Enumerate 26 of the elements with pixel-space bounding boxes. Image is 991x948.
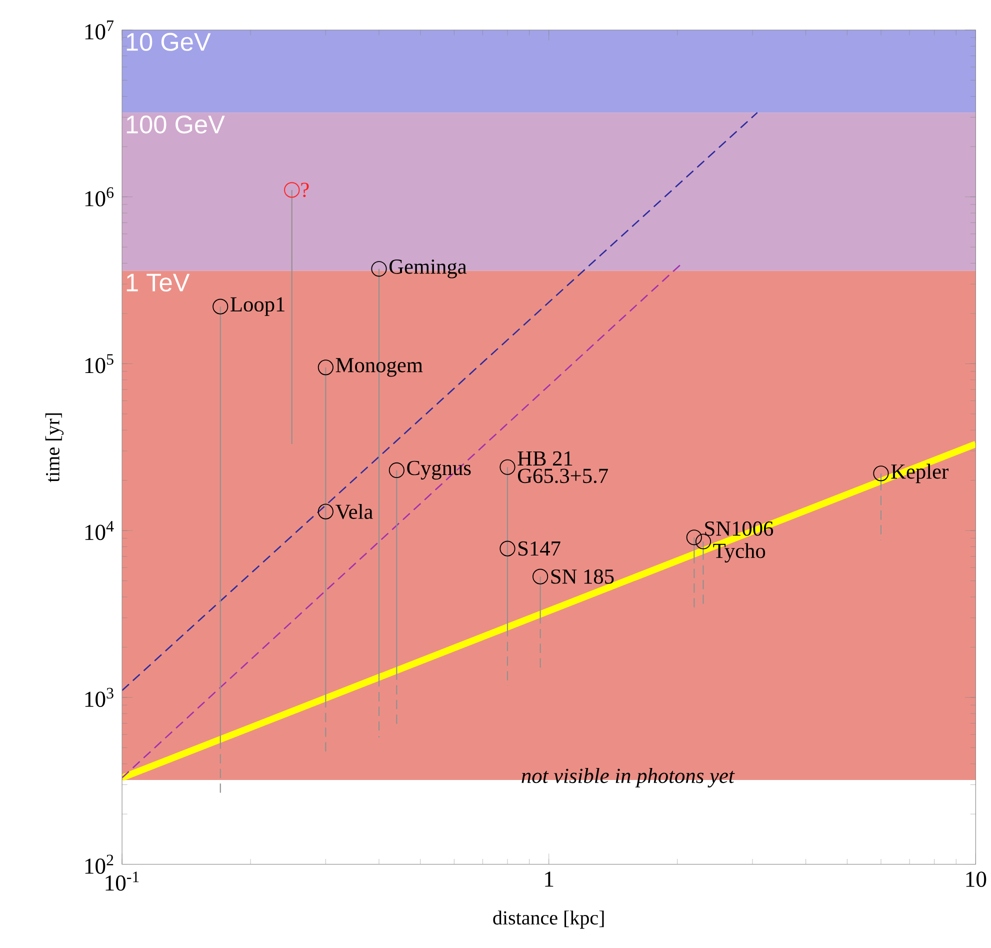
band-label: 1 TeV bbox=[126, 274, 190, 292]
annotation: Geminga bbox=[389, 259, 467, 278]
series-label: ? bbox=[301, 182, 309, 197]
y-tick-label: 10$^{5}$ bbox=[85, 354, 114, 374]
annotation: Cygnus bbox=[407, 460, 471, 480]
band-label: 100 GeV bbox=[126, 115, 225, 134]
y-tick-label: 10$^{6}$ bbox=[85, 187, 114, 206]
annotation: HB 21 bbox=[518, 451, 572, 466]
annotation: not visible in photons yet bbox=[522, 768, 735, 788]
band-label: 10 GeV bbox=[126, 32, 211, 51]
annotation: Monogem bbox=[336, 358, 423, 377]
annotation: Vela bbox=[336, 504, 373, 519]
annotation: Loop1 bbox=[230, 297, 284, 316]
x-tick-label: 1 bbox=[545, 871, 554, 886]
x-axis-title: distance [kpc] bbox=[493, 910, 604, 929]
y-tick-label: 10$^{4}$ bbox=[85, 520, 114, 540]
y-axis-title: time [yr] bbox=[45, 413, 64, 482]
annotation: S147 bbox=[518, 541, 560, 556]
y-tick-label: 10$^{3}$ bbox=[85, 688, 114, 707]
annotation: G65.3+5.7 bbox=[518, 468, 608, 483]
y-tick-label: 10$^{2}$ bbox=[85, 854, 114, 874]
y-tick-label: 10$^{7}$ bbox=[85, 20, 114, 40]
x-tick-label: 10 bbox=[966, 872, 986, 887]
annotation: SN 185 bbox=[551, 569, 614, 584]
annotation: Tycho bbox=[713, 542, 766, 562]
x-tick-label: 10$^{-1}$ bbox=[106, 872, 139, 891]
